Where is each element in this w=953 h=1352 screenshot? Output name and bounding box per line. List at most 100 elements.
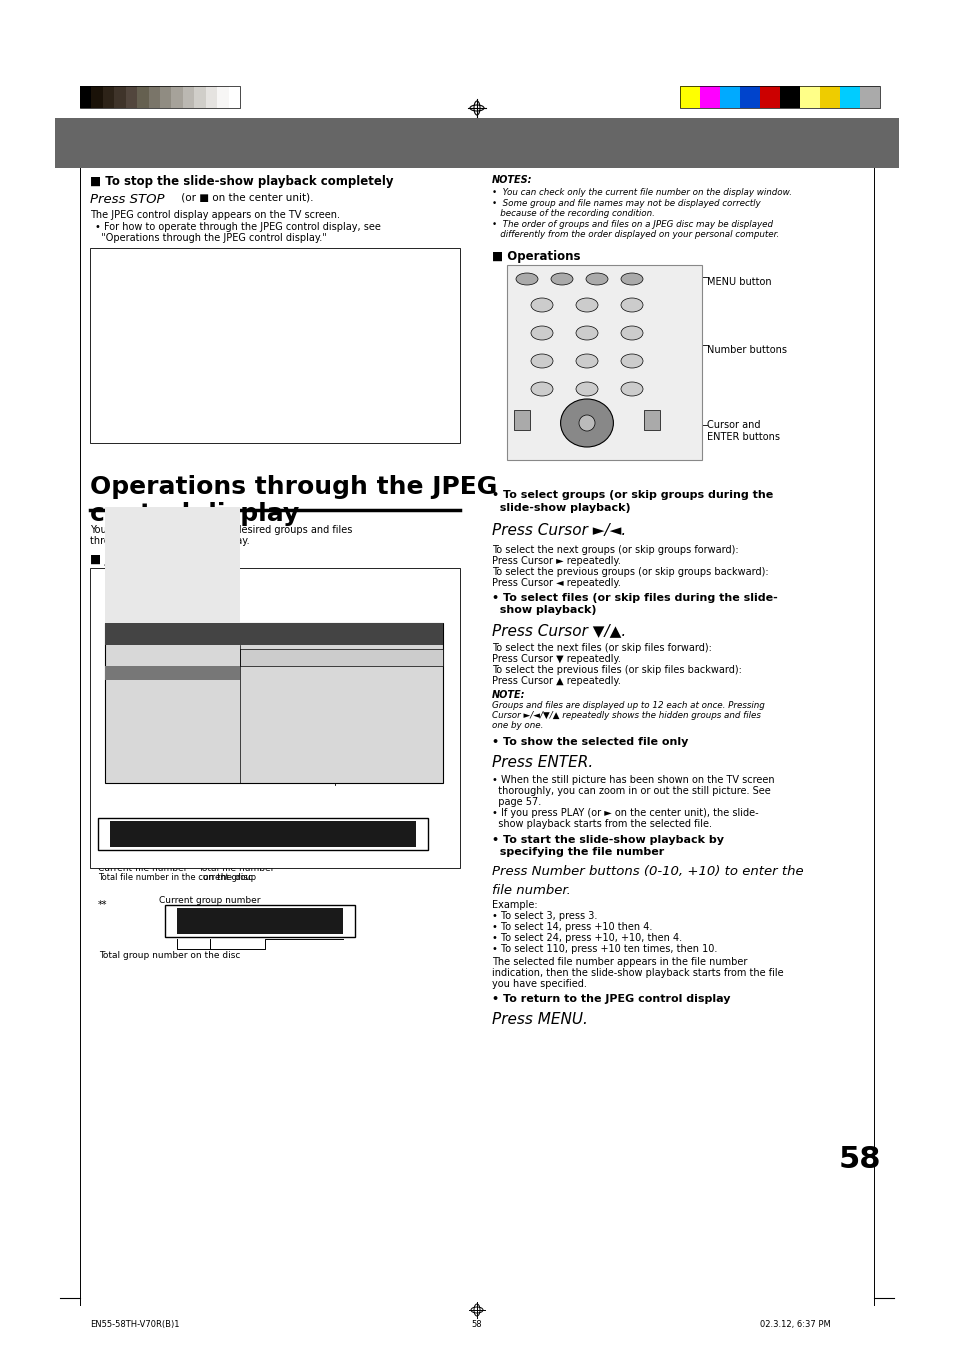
Text: fast-forward/reverse playback, on-screen bar,: fast-forward/reverse playback, on-screen… bbox=[98, 304, 321, 314]
Text: (or ■ on the center unit).: (or ■ on the center unit). bbox=[178, 193, 314, 203]
Text: Press Cursor ◄ repeatedly.: Press Cursor ◄ repeatedly. bbox=[492, 579, 620, 588]
Text: • For how to operate through the JPEG control display, see: • For how to operate through the JPEG co… bbox=[95, 222, 380, 233]
Bar bbox=[98, 818, 428, 850]
Bar bbox=[165, 904, 355, 937]
Text: • To return to the JPEG control display: • To return to the JPEG control display bbox=[492, 994, 730, 1005]
Ellipse shape bbox=[576, 297, 598, 312]
Ellipse shape bbox=[620, 354, 642, 368]
Bar bbox=[229, 87, 240, 108]
Text: NOTES:: NOTES: bbox=[492, 174, 532, 185]
Text: Current group number: Current group number bbox=[159, 896, 260, 904]
Bar bbox=[206, 87, 217, 108]
Ellipse shape bbox=[576, 383, 598, 396]
Text: • The following functions are not available to JPEG disc: • The following functions are not availa… bbox=[98, 268, 358, 277]
Bar bbox=[105, 623, 442, 783]
Text: 3: 3 bbox=[629, 301, 634, 310]
Text: Current file number: Current file number bbox=[98, 864, 187, 873]
Text: Turtle: Turtle bbox=[245, 753, 265, 760]
Text: distortedly.: distortedly. bbox=[98, 420, 156, 429]
Text: (Total 41): (Total 41) bbox=[248, 825, 337, 844]
Text: 11: 11 bbox=[581, 385, 591, 393]
Ellipse shape bbox=[620, 326, 642, 339]
Text: 58: 58 bbox=[471, 1320, 482, 1329]
Ellipse shape bbox=[620, 297, 642, 312]
Text: • When the still picture has been shown on the TV screen: • When the still picture has been shown … bbox=[492, 775, 774, 786]
Text: you have specified.: you have specified. bbox=[492, 979, 586, 990]
Text: Seal: Seal bbox=[245, 727, 260, 734]
Text: MENU button: MENU button bbox=[706, 277, 771, 287]
Bar bbox=[105, 667, 240, 680]
Text: To select the previous groups (or skip groups backward):: To select the previous groups (or skip g… bbox=[492, 566, 768, 577]
Bar bbox=[105, 507, 240, 645]
Text: • To select groups (or skip groups during the: • To select groups (or skip groups durin… bbox=[492, 489, 773, 500]
Text: 03: 03 bbox=[248, 909, 281, 933]
Bar bbox=[114, 87, 126, 108]
Text: Press MENU.: Press MENU. bbox=[492, 1013, 587, 1028]
Bar bbox=[90, 247, 459, 443]
Text: The selected file number appears in the file number: The selected file number appears in the … bbox=[492, 957, 746, 967]
Text: specifying the file number: specifying the file number bbox=[492, 846, 663, 857]
Ellipse shape bbox=[531, 297, 553, 312]
Text: 01: 01 bbox=[193, 909, 226, 933]
Text: 14: 14 bbox=[193, 822, 226, 846]
Bar bbox=[55, 118, 898, 168]
Text: Press Cursor ►/◄.: Press Cursor ►/◄. bbox=[492, 523, 625, 538]
Text: /: / bbox=[233, 909, 241, 933]
Bar bbox=[172, 87, 183, 108]
Text: To select the next groups (or skip groups forward):: To select the next groups (or skip group… bbox=[492, 545, 738, 556]
Text: Garden eel: Garden eel bbox=[245, 711, 285, 717]
Text: control display: control display bbox=[90, 502, 299, 526]
Text: Press Number buttons (0-10, +10) to enter the: Press Number buttons (0-10, +10) to ente… bbox=[492, 865, 802, 877]
Text: •  Some group and file names may not be displayed correctly: • Some group and file names may not be d… bbox=[492, 199, 760, 208]
Text: playback:: playback: bbox=[98, 279, 150, 288]
Text: playback:: playback: bbox=[98, 339, 150, 349]
Text: file number.: file number. bbox=[492, 884, 570, 896]
Text: *: * bbox=[98, 806, 103, 817]
Text: • To select 3, press 3.: • To select 3, press 3. bbox=[492, 911, 597, 921]
Bar bbox=[149, 87, 160, 108]
Text: Total group number on the disc: Total group number on the disc bbox=[99, 950, 240, 960]
Text: ENTER buttons: ENTER buttons bbox=[706, 433, 780, 442]
Bar bbox=[780, 87, 800, 108]
Text: You can search and show the desired groups and files: You can search and show the desired grou… bbox=[90, 525, 352, 535]
Ellipse shape bbox=[620, 273, 642, 285]
Text: Cursor ►/◄/▼/▲ repeatedly shows the hidden groups and files: Cursor ►/◄/▼/▲ repeatedly shows the hidd… bbox=[492, 711, 760, 721]
Text: Tuna: Tuna bbox=[245, 745, 262, 750]
Text: Cursor and: Cursor and bbox=[706, 420, 760, 430]
Text: Current file: Current file bbox=[240, 790, 291, 799]
Text: 5: 5 bbox=[584, 329, 589, 338]
Bar bbox=[859, 87, 879, 108]
Text: 58: 58 bbox=[838, 1145, 881, 1174]
Text: Press STOP: Press STOP bbox=[90, 193, 164, 206]
Ellipse shape bbox=[620, 383, 642, 396]
Text: ■ To stop the slide-show playback completely: ■ To stop the slide-show playback comple… bbox=[90, 174, 393, 188]
Text: • To select files (or skip files during the slide-: • To select files (or skip files during … bbox=[492, 594, 777, 603]
Text: 02.3.12, 6:37 PM: 02.3.12, 6:37 PM bbox=[760, 1320, 830, 1329]
Text: Operations through the JPEG: Operations through the JPEG bbox=[90, 475, 497, 499]
Text: To select the previous files (or skip files backward):: To select the previous files (or skip fi… bbox=[492, 665, 741, 675]
Bar bbox=[720, 87, 740, 108]
Text: •  The order of groups and files on a JPEG disc may be displayed: • The order of groups and files on a JPE… bbox=[492, 220, 772, 228]
Bar bbox=[514, 410, 530, 430]
Text: — Group number: — Group number bbox=[98, 598, 175, 607]
Text: Total file number in the current group: Total file number in the current group bbox=[98, 873, 255, 882]
Text: Program playback, random playback, repeat playback,: Program playback, random playback, repea… bbox=[98, 293, 364, 301]
Text: • If you press PLAY (or ► on the center unit), the slide-: • If you press PLAY (or ► on the center … bbox=[492, 808, 758, 818]
Text: again. (e.g., pressing STOP or MENU to open the JPEG: again. (e.g., pressing STOP or MENU to o… bbox=[98, 376, 358, 385]
Text: Group : 01 / 03: Group : 01 / 03 bbox=[110, 641, 167, 650]
Bar bbox=[840, 87, 859, 108]
Bar bbox=[760, 87, 780, 108]
Text: 01: 01 bbox=[136, 822, 170, 846]
Text: Example:: Example: bbox=[492, 900, 537, 910]
Text: and choice menus: and choice menus bbox=[98, 315, 191, 324]
Bar bbox=[800, 87, 820, 108]
Text: 8: 8 bbox=[584, 357, 589, 366]
Ellipse shape bbox=[585, 273, 607, 285]
Bar bbox=[679, 87, 879, 108]
Text: 7: 7 bbox=[539, 357, 544, 366]
Text: • To select 110, press +10 ten times, then 10.: • To select 110, press +10 ten times, th… bbox=[492, 944, 717, 955]
Ellipse shape bbox=[516, 273, 537, 285]
Text: Press Cursor ▼ repeatedly.: Press Cursor ▼ repeatedly. bbox=[492, 654, 620, 664]
Bar bbox=[240, 649, 442, 667]
Text: Manta ray: Manta ray bbox=[245, 719, 282, 726]
